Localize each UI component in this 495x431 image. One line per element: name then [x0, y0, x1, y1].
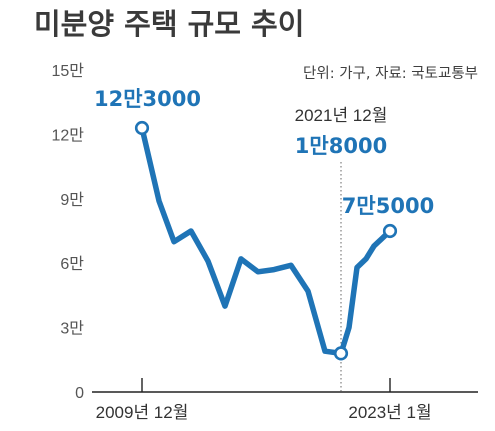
- x-tick-label: 2023년 1월: [348, 403, 431, 422]
- annotations: 12만3000 2021년 12월 1만8000 7만5000: [94, 87, 434, 218]
- y-tick-label: 6만: [60, 255, 84, 273]
- annotation-min-date: 2021년 12월: [295, 106, 388, 125]
- x-tick-label: 2009년 12월: [96, 403, 189, 422]
- point-marker: [382, 223, 398, 239]
- annotation-max-value: 12만3000: [94, 87, 201, 111]
- y-tick-label: 0: [75, 385, 84, 402]
- y-tick-label: 3만: [60, 320, 84, 338]
- chart-title: 미분양 주택 규모 추이: [34, 7, 304, 41]
- x-axis-ticks: 2009년 12월 2023년 1월: [96, 378, 432, 422]
- point-marker: [134, 120, 150, 136]
- point-markers: [134, 120, 398, 361]
- y-tick-label: 9만: [60, 191, 84, 209]
- annotation-min-value: 1만8000: [295, 134, 387, 158]
- series-line: [139, 125, 393, 357]
- annotation-last-value: 7만5000: [342, 194, 434, 218]
- unit-source-note: 단위: 가구, 자료: 국토교통부: [303, 65, 478, 82]
- y-tick-label: 12만: [51, 126, 84, 144]
- y-axis-ticks: 0 3만 6만 9만 12만 15만: [51, 62, 84, 402]
- point-marker: [333, 346, 349, 361]
- y-tick-label: 15만: [51, 62, 84, 80]
- series-layer: [139, 125, 393, 357]
